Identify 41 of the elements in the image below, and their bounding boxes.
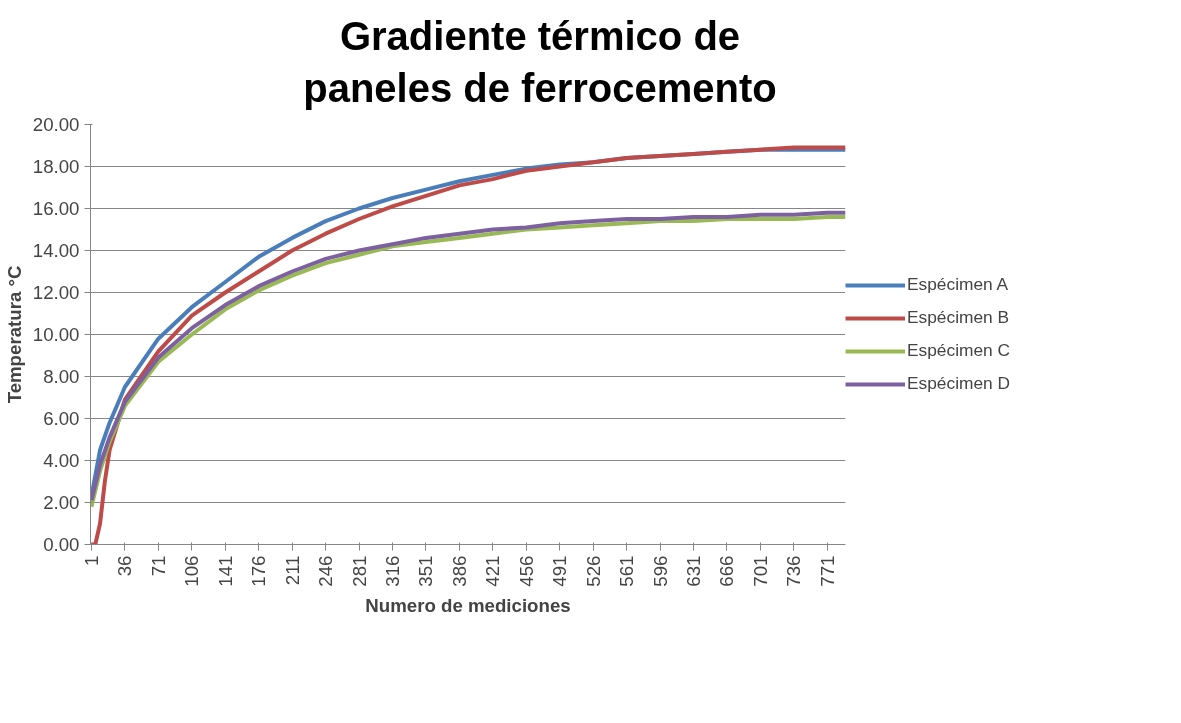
x-tick-label: 351 — [415, 555, 437, 587]
x-tick-label: 596 — [649, 555, 671, 587]
x-tick-label: 666 — [716, 555, 738, 587]
x-tick-label: 36 — [114, 555, 136, 577]
y-tick-label: 16.00 — [32, 198, 80, 219]
x-tick-label: 246 — [315, 555, 337, 587]
x-tick-label: 561 — [616, 555, 638, 587]
y-tick-label: 12.00 — [32, 282, 80, 303]
y-tick-label: 14.00 — [32, 240, 80, 261]
y-tick-label: 2.00 — [43, 492, 80, 513]
x-tick-label: 771 — [816, 555, 838, 587]
legend-label: Espécimen C — [907, 340, 1011, 361]
y-tick-label: 18.00 — [32, 156, 80, 177]
x-tick-label: 456 — [515, 555, 537, 587]
x-tick-label: 701 — [749, 555, 771, 587]
x-tick-label: 316 — [382, 555, 403, 587]
x-axis-title: Numero de mediciones — [365, 594, 571, 616]
x-tick-label: 211 — [281, 555, 303, 586]
x-tick-label: 141 — [214, 555, 236, 587]
x-tick-label: 526 — [582, 555, 604, 587]
y-tick-label: 8.00 — [43, 366, 80, 387]
legend-label: Espécimen A — [907, 274, 1009, 295]
x-tick-label: 1 — [80, 555, 102, 566]
x-tick-label: 106 — [181, 555, 203, 587]
y-axis-title: Temperatura °C — [3, 265, 25, 404]
x-tick-label: 71 — [147, 555, 169, 577]
x-tick-label: 631 — [683, 555, 705, 587]
legend-label: Espécimen D — [907, 373, 1011, 394]
chart-title: Gradiente térmico de paneles de ferrocemento — [302, 13, 778, 112]
y-tick-label: 10.00 — [32, 324, 80, 345]
legend-label: Espécimen B — [907, 307, 1010, 328]
x-tick-label: 176 — [248, 555, 270, 587]
y-tick-label: 20.00 — [32, 114, 80, 135]
x-tick-label: 491 — [549, 555, 571, 587]
x-tick-label: 421 — [482, 555, 504, 587]
x-tick-label: 386 — [448, 555, 470, 587]
y-tick-label: 4.00 — [43, 450, 80, 471]
x-tick-label: 736 — [783, 555, 805, 587]
x-tick-label: 281 — [348, 555, 370, 587]
y-tick-label: 0.00 — [43, 534, 80, 555]
y-tick-label: 6.00 — [43, 408, 80, 429]
